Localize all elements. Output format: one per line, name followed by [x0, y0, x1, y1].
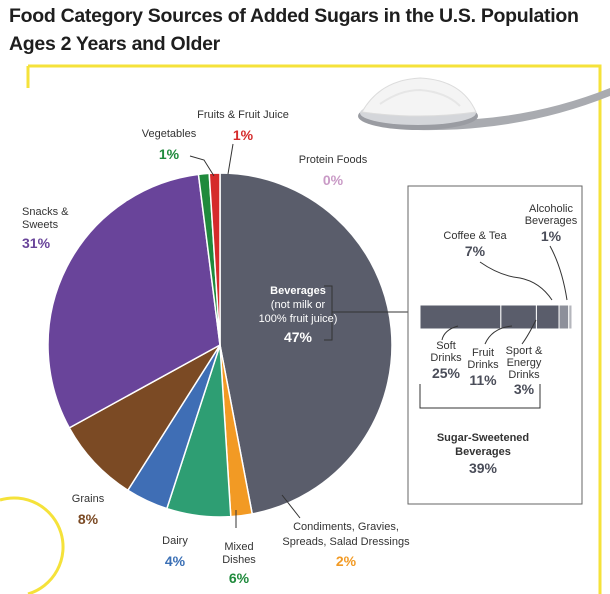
label-alcoholic-name-1: Alcoholic: [529, 203, 574, 215]
label-soft-drinks-name-2: Drinks: [430, 352, 462, 364]
label-beverages-name-2: (not milk or: [271, 299, 326, 311]
sugar-sweetened-bracket: [419, 384, 541, 409]
leader-alcoholic: [549, 245, 568, 301]
label-beverages-value: 47%: [284, 329, 313, 345]
label-snacks-sweets: Snacks & Sweets 31%: [22, 206, 69, 251]
bar-segment-soft-drinks: [419, 304, 502, 330]
label-vegetables: Vegetables 1%: [142, 128, 197, 162]
label-mixed-dishes-name-2: Dishes: [222, 554, 256, 566]
label-condiments-name-2: Spreads, Salad Dressings: [282, 536, 410, 548]
pie-slice-beverages: [219, 172, 393, 515]
label-condiments-value: 2%: [336, 553, 357, 569]
label-fruit-drinks-name-2: Drinks: [467, 359, 499, 371]
label-sugar-sweetened-name-1: Sugar-Sweetened: [437, 432, 529, 444]
label-beverages: Beverages (not milk or 100% fruit juice)…: [259, 285, 338, 345]
label-mixed-dishes: Mixed Dishes 6%: [222, 541, 256, 586]
label-sport-energy-name-2: Energy: [507, 357, 542, 369]
label-fruits-juice-value: 1%: [233, 127, 254, 143]
leader-coffee-tea: [479, 261, 553, 301]
label-snacks-sweets-name-2: Sweets: [22, 219, 59, 231]
leader-soft-drinks: [441, 325, 459, 341]
label-sugar-sweetened-name-2: Beverages: [455, 446, 511, 458]
label-soft-drinks-name-1: Soft: [436, 340, 456, 352]
label-alcoholic: Alcoholic Beverages 1%: [525, 203, 578, 244]
yellow-arc-decoration: [0, 496, 65, 594]
chart-title: Food Category Sources of Added Sugars in…: [9, 5, 579, 55]
breakdown-leader-lines: [441, 245, 568, 345]
label-grains-value: 8%: [78, 511, 99, 527]
label-dairy: Dairy 4%: [162, 535, 188, 569]
label-sport-energy-value: 3%: [514, 381, 535, 397]
label-fruits-juice-name: Fruits & Fruit Juice: [197, 109, 289, 121]
label-condiments-name-1: Condiments, Gravies,: [293, 521, 399, 533]
label-dairy-value: 4%: [165, 553, 186, 569]
label-protein-foods: Protein Foods 0%: [299, 154, 368, 188]
pie-slice-snacks-sweets: [47, 173, 221, 429]
leader-fruit-drinks: [484, 325, 513, 345]
label-fruit-drinks-value: 11%: [469, 372, 497, 388]
pie-slice-fruits-juice: [208, 172, 221, 346]
bar-segment-alcoholic: [568, 304, 573, 330]
label-mixed-dishes-name-1: Mixed: [224, 541, 253, 553]
sugar-spoon-icon: [358, 77, 610, 131]
label-snacks-sweets-name-1: Snacks &: [22, 206, 69, 218]
leader-line-vegetables: [189, 155, 215, 177]
bar-segment-sport-energy: [558, 304, 570, 330]
label-protein-foods-value: 0%: [323, 172, 344, 188]
label-coffee-tea-name: Coffee & Tea: [443, 230, 507, 242]
label-alcoholic-value: 1%: [541, 228, 562, 244]
label-snacks-sweets-value: 31%: [22, 235, 51, 251]
label-sport-energy: Sport & Energy Drinks 3%: [506, 345, 543, 397]
bar-segment-fruit-drinks: [500, 304, 537, 330]
yellow-frame: [28, 64, 602, 594]
label-mixed-dishes-value: 6%: [229, 570, 250, 586]
pie-chart: [47, 172, 393, 518]
label-sport-energy-name-1: Sport &: [506, 345, 543, 357]
label-beverages-name-3: 100% fruit juice): [259, 313, 338, 325]
label-alcoholic-name-2: Beverages: [525, 215, 578, 227]
beverages-stacked-bar: [419, 304, 573, 330]
label-coffee-tea: Coffee & Tea 7%: [443, 230, 507, 259]
label-grains: Grains 8%: [72, 493, 105, 527]
label-condiments: Condiments, Gravies, Spreads, Salad Dres…: [282, 521, 410, 569]
leader-line-condiments: [281, 494, 301, 519]
label-vegetables-value: 1%: [159, 146, 180, 162]
label-dairy-name: Dairy: [162, 535, 188, 547]
label-soft-drinks-value: 25%: [432, 365, 461, 381]
label-sugar-sweetened: Sugar-Sweetened Beverages 39%: [437, 432, 529, 476]
label-grains-name: Grains: [72, 493, 105, 505]
leader-sport-energy: [521, 319, 537, 345]
label-fruits-juice: Fruits & Fruit Juice 1%: [197, 109, 289, 143]
label-sugar-sweetened-value: 39%: [469, 460, 498, 476]
label-soft-drinks: Soft Drinks 25%: [430, 340, 462, 381]
label-beverages-name-1: Beverages: [270, 285, 326, 297]
label-fruit-drinks-name-1: Fruit: [472, 347, 494, 359]
leader-line-beverages-bracket: [324, 285, 333, 341]
label-sport-energy-name-3: Drinks: [508, 369, 540, 381]
label-coffee-tea-value: 7%: [465, 243, 486, 259]
leader-line-fruits: [227, 143, 234, 175]
beverages-breakdown-box: [407, 185, 583, 505]
leader-lines: [189, 143, 408, 528]
label-fruit-drinks: Fruit Drinks 11%: [467, 347, 499, 388]
bar-segment-coffee-tea: [535, 304, 560, 330]
label-protein-foods-name: Protein Foods: [299, 154, 368, 166]
label-vegetables-name: Vegetables: [142, 128, 197, 140]
